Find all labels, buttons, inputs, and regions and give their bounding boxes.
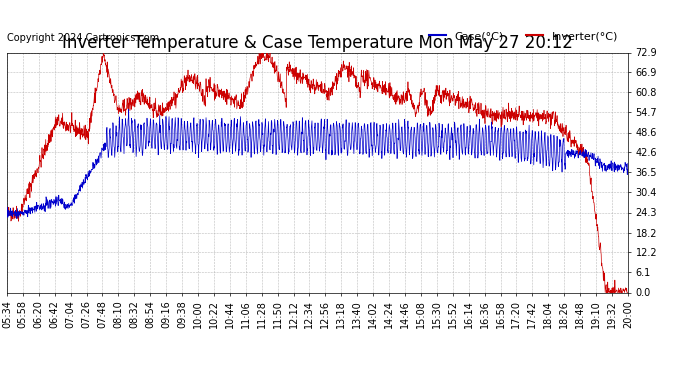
Legend: Case(°C), Inverter(°C): Case(°C), Inverter(°C) <box>424 27 622 46</box>
Title: Inverter Temperature & Case Temperature Mon May 27 20:12: Inverter Temperature & Case Temperature … <box>62 34 573 53</box>
Text: Copyright 2024 Cartronics.com: Copyright 2024 Cartronics.com <box>7 33 159 43</box>
